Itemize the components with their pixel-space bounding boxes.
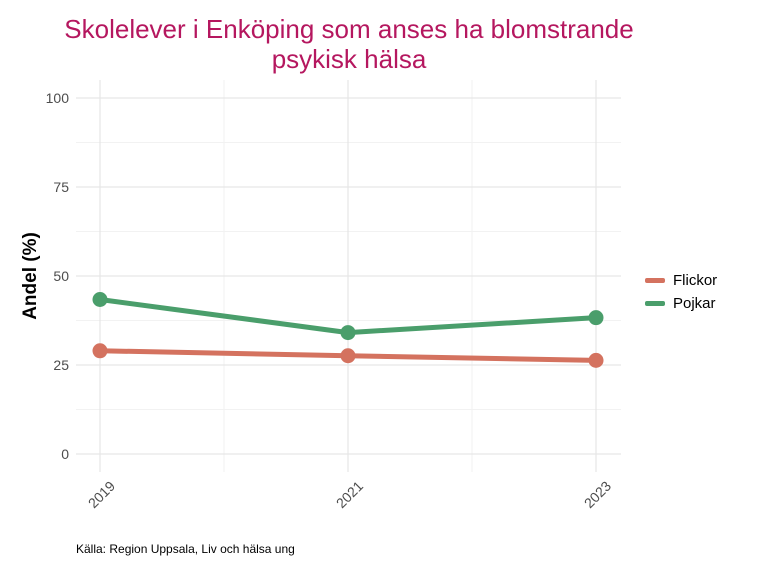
data-point-flickor [92,343,108,359]
data-point-flickor [588,352,604,368]
y-tick-label: 100 [46,90,70,106]
legend-label-flickor: Flickor [673,272,718,289]
chart-title: Skolelever i Enköping som anses ha bloms… [0,14,698,74]
x-tick-label: 2021 [333,478,366,511]
data-point-flickor [340,348,356,364]
y-tick-label: 0 [61,446,69,462]
data-point-pojkar [340,325,356,341]
data-point-pojkar [588,310,604,326]
x-tick-label: 2019 [85,478,118,511]
y-tick-label: 50 [53,268,69,284]
x-tick-label: 2023 [581,478,614,511]
chart-title-line-1: Skolelever i Enköping som anses ha bloms… [64,14,634,44]
legend-label-pojkar: Pojkar [673,295,716,312]
source-caption: Källa: Region Uppsala, Liv och hälsa ung [76,542,295,556]
legend-item-flickor: Flickor [645,269,717,292]
legend-swatch-flickor [645,278,665,283]
data-point-pojkar [92,291,108,307]
legend: Flickor Pojkar [645,269,717,315]
chart-title-line-2: psykisk hälsa [271,44,427,74]
y-tick-label: 25 [53,357,69,373]
legend-swatch-pojkar [645,301,665,306]
legend-item-pojkar: Pojkar [645,292,717,315]
y-tick-label: 75 [53,179,69,195]
y-axis-title: Andel (%) [20,232,41,320]
